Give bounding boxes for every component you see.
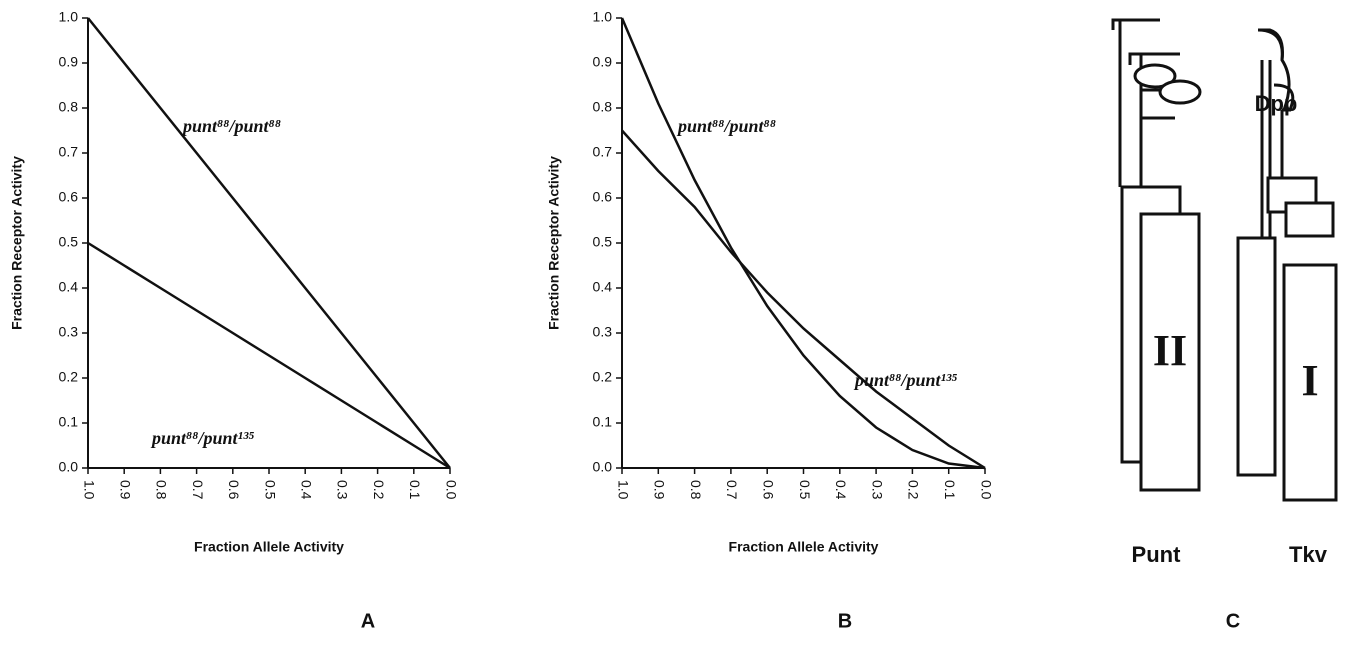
tkv-receptor	[1236, 236, 1277, 477]
punt-receptor	[1139, 212, 1201, 492]
series-line	[620, 17, 986, 470]
y-tick-label: 0.6	[59, 189, 79, 205]
x-tick-label: 0.1	[407, 480, 423, 500]
y-tick-label: 0.0	[59, 459, 79, 475]
y-tick-label: 0.3	[59, 324, 79, 340]
tkv-binding-site	[1257, 28, 1291, 111]
receptor-diagram	[1111, 18, 1338, 502]
y-tick-label: 0.3	[593, 324, 613, 340]
x-axis-label: Fraction Allele Activity	[729, 539, 879, 555]
x-tick-label: 0.7	[724, 480, 740, 500]
series-line	[87, 17, 451, 469]
series-line	[87, 241, 451, 470]
receptor-name: Punt	[1132, 542, 1182, 567]
receptor-name: Tkv	[1289, 542, 1328, 567]
x-tick-label: 0.2	[371, 480, 387, 500]
y-tick-label: 0.9	[593, 54, 613, 70]
punt-extracellular	[1111, 18, 1180, 214]
tkv-box	[1284, 201, 1335, 238]
tkv-receptor	[1282, 263, 1338, 502]
series-label: punt⁸⁸/punt⁸⁸	[181, 116, 281, 136]
x-tick-label: 0.9	[652, 480, 668, 500]
series-label: punt⁸⁸/punt¹³⁵	[150, 428, 255, 448]
x-tick-label: 0.3	[869, 480, 885, 500]
y-tick-label: 0.9	[59, 54, 79, 70]
y-tick-label: 1.0	[59, 9, 79, 25]
y-tick-label: 0.6	[593, 189, 613, 205]
panel-label: C	[1226, 610, 1240, 632]
series-label: punt⁸⁸/punt⁸⁸	[676, 116, 776, 136]
x-tick-label: 0.3	[335, 480, 351, 500]
x-tick-label: 0.4	[833, 480, 849, 500]
x-tick-label: 0.6	[226, 480, 242, 500]
y-tick-label: 0.2	[59, 369, 79, 385]
x-tick-label: 1.0	[615, 480, 631, 500]
y-tick-label: 0.5	[593, 234, 613, 250]
y-axis-label: Fraction Receptor Activity	[9, 156, 25, 330]
y-tick-label: 0.2	[593, 369, 613, 385]
x-tick-label: 0.1	[942, 480, 958, 500]
x-tick-label: 0.7	[190, 480, 206, 500]
receptor-type: I	[1301, 356, 1318, 405]
series-line	[621, 129, 986, 470]
series-label: punt⁸⁸/punt¹³⁵	[853, 370, 958, 390]
x-tick-label: 0.6	[760, 480, 776, 500]
y-tick-label: 1.0	[593, 9, 613, 25]
ligand-label: Dpp	[1255, 91, 1298, 116]
x-tick-label: 0.5	[797, 480, 813, 500]
y-tick-label: 0.0	[593, 459, 613, 475]
x-tick-label: 0.8	[154, 480, 170, 500]
x-tick-label: 0.8	[688, 480, 704, 500]
x-tick-label: 0.0	[443, 480, 459, 500]
y-tick-label: 0.4	[593, 279, 613, 295]
y-tick-label: 0.5	[59, 234, 79, 250]
x-tick-label: 0.4	[298, 480, 314, 500]
receptor-type: II	[1153, 326, 1187, 375]
panel-label: A	[361, 610, 375, 632]
y-tick-label: 0.1	[593, 414, 613, 430]
y-tick-label: 0.7	[593, 144, 613, 160]
x-tick-label: 0.2	[906, 480, 922, 500]
panel-label: B	[838, 610, 852, 632]
y-tick-label: 0.1	[59, 414, 79, 430]
y-tick-label: 0.8	[593, 99, 613, 115]
x-tick-label: 1.0	[81, 480, 97, 500]
dpp-molecule	[1133, 63, 1177, 89]
y-tick-label: 0.7	[59, 144, 79, 160]
x-tick-label: 0.0	[978, 480, 994, 500]
x-axis-label: Fraction Allele Activity	[194, 539, 344, 555]
x-tick-label: 0.5	[262, 480, 278, 500]
y-axis-label: Fraction Receptor Activity	[546, 156, 562, 330]
dpp-molecule	[1158, 79, 1202, 105]
y-tick-label: 0.8	[59, 99, 79, 115]
x-tick-label: 0.9	[117, 480, 133, 500]
y-tick-label: 0.4	[59, 279, 79, 295]
